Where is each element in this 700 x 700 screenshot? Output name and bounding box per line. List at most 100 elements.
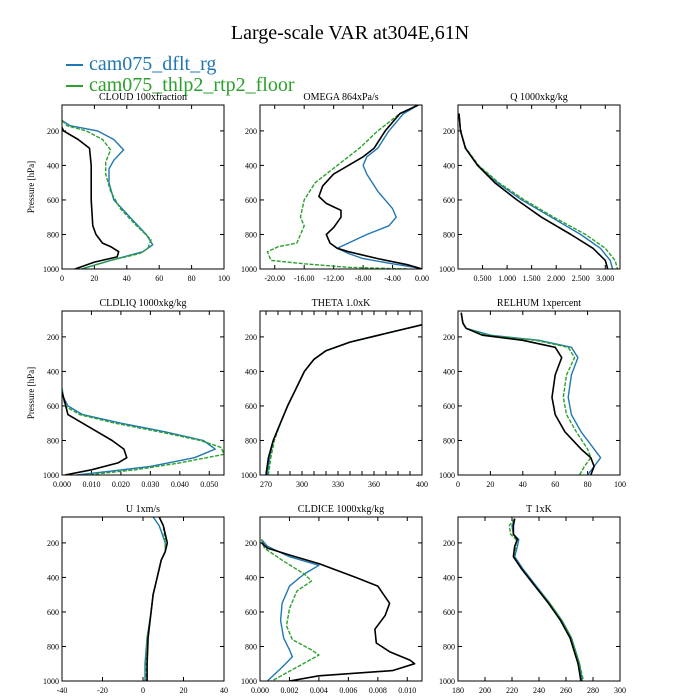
series-line-control-relhum	[460, 312, 595, 475]
series-line-thlp2-cloud	[62, 120, 152, 269]
y-tick-label-theta: 600	[245, 402, 257, 411]
series-group-cldice	[260, 538, 416, 681]
x-tick-label-cldliq: 0.030	[141, 480, 159, 489]
plot-frame-relhum	[457, 310, 621, 476]
panel-title-cloud: CLOUD 100xfraction	[99, 92, 187, 103]
x-tick-label-cldice: 0.004	[310, 686, 328, 695]
x-tick-label-theta: 330	[332, 480, 344, 489]
series-line-dflt-relhum	[460, 312, 602, 475]
y-tick-label-omega: 600	[245, 196, 257, 205]
series-line-control-cldliq	[62, 391, 128, 475]
series-line-thlp2-theta	[267, 324, 422, 475]
panel-u: U 1xm/s 200 400 600 800 1000-40 -20 0 20 40	[43, 504, 228, 695]
x-tick-label-t: 280	[587, 686, 599, 695]
series-line-thlp2-omega	[266, 105, 419, 269]
panel-omega: OMEGA 864xPa/s 200 400 600 800 1000 -20.00 -16.…	[241, 92, 429, 283]
y-tick-label-cloud: 200	[47, 127, 59, 136]
y-tick-label-cldice: 600	[245, 608, 257, 617]
panel-q: Q 1000xkg/kg 200 400 600 800 1000 0.500 1.000 1.…	[439, 92, 621, 283]
x-tick-label-q: 2.500	[572, 274, 590, 283]
y-tick-label-cldice: 200	[245, 539, 257, 548]
plot-frame-t	[457, 516, 621, 682]
x-tick-label-cldliq: 0.050	[200, 480, 218, 489]
series-group-omega	[266, 105, 422, 269]
y-tick-label-cloud: 800	[47, 230, 59, 239]
x-tick-label-relhum: 20	[486, 480, 494, 489]
series-group-cldliq	[62, 388, 224, 475]
x-tick-label-q: 2.000	[547, 274, 565, 283]
x-tick-label-omega: -12.00	[323, 274, 344, 283]
series-line-thlp2-relhum	[460, 312, 592, 475]
plot-frame-cldliq	[61, 310, 225, 476]
x-tick-label-relhum: 60	[551, 480, 559, 489]
y-tick-label-omega: 200	[245, 127, 257, 136]
y-tick-label-q: 600	[443, 196, 455, 205]
series-line-control-omega	[318, 105, 422, 269]
y-tick-label-cldliq: 800	[47, 436, 59, 445]
y-tick-label-u: 800	[47, 642, 59, 651]
y-axis-label-cloud: Pressure [hPa]	[26, 161, 36, 213]
x-tick-label-cldice: 0.010	[398, 686, 416, 695]
y-tick-label-relhum: 600	[443, 402, 455, 411]
series-group-relhum	[460, 312, 602, 475]
series-line-dflt-omega	[336, 105, 422, 269]
y-tick-label-u: 600	[47, 608, 59, 617]
x-tick-label-theta: 270	[260, 480, 272, 489]
y-tick-label-theta: 400	[245, 367, 257, 376]
series-line-control-u	[146, 517, 169, 681]
x-tick-label-cloud: 20	[90, 274, 98, 283]
y-tick-label-cldice: 1000	[241, 677, 257, 686]
x-tick-label-u: -40	[57, 686, 68, 695]
y-tick-label-cldliq: 1000	[43, 471, 59, 480]
y-tick-label-t: 400	[443, 573, 455, 582]
y-tick-label-q: 800	[443, 230, 455, 239]
y-tick-label-cloud: 400	[47, 161, 59, 170]
panel-title-u: U 1xm/s	[126, 504, 160, 515]
y-tick-label-relhum: 800	[443, 436, 455, 445]
x-tick-label-cloud: 100	[218, 274, 230, 283]
series-line-control-theta	[265, 324, 422, 475]
plot-frame-theta	[259, 310, 423, 476]
plot-frame-cloud	[61, 104, 225, 270]
y-tick-label-relhum: 400	[443, 367, 455, 376]
y-tick-label-cldice: 800	[245, 642, 257, 651]
x-tick-label-cloud: 60	[155, 274, 163, 283]
series-line-control-t	[512, 518, 582, 681]
y-tick-label-t: 1000	[439, 677, 455, 686]
x-tick-label-cldliq: 0.040	[171, 480, 189, 489]
x-tick-label-u: -20	[97, 686, 108, 695]
x-tick-label-u: 20	[180, 686, 188, 695]
x-tick-label-q: 1.000	[498, 274, 516, 283]
y-tick-label-relhum: 200	[443, 333, 455, 342]
plot-frame-cldice	[259, 516, 423, 682]
plot-frame-u	[61, 516, 225, 682]
series-group-u	[144, 517, 169, 681]
series-line-control-cloud	[62, 127, 120, 269]
x-tick-label-omega: 0.00	[415, 274, 429, 283]
y-axis-label-cldliq: Pressure [hPa]	[26, 367, 36, 419]
panel-title-relhum: RELHUM 1xpercent	[497, 298, 581, 309]
x-tick-label-cldice: 0.000	[251, 686, 269, 695]
x-tick-label-theta: 360	[368, 480, 380, 489]
x-tick-label-cldliq: 0.000	[53, 480, 71, 489]
series-line-control-q	[458, 113, 609, 269]
x-tick-label-relhum: 100	[614, 480, 626, 489]
y-tick-label-omega: 800	[245, 230, 257, 239]
x-tick-label-cldice: 0.008	[369, 686, 387, 695]
plot-frame-omega	[259, 104, 423, 270]
y-tick-label-q: 400	[443, 161, 455, 170]
x-tick-label-t: 180	[452, 686, 464, 695]
legend-item-thlp2: cam075_thlp2_rtp2_floor	[66, 74, 295, 96]
plot-frame-q	[457, 104, 621, 270]
x-tick-label-theta: 400	[416, 480, 428, 489]
y-tick-label-omega: 400	[245, 161, 257, 170]
x-tick-label-cloud: 0	[60, 274, 64, 283]
x-tick-label-omega: -20.00	[264, 274, 285, 283]
x-tick-label-t: 200	[479, 686, 491, 695]
series-line-thlp2-u	[145, 517, 167, 681]
x-tick-label-cloud: 80	[188, 274, 196, 283]
